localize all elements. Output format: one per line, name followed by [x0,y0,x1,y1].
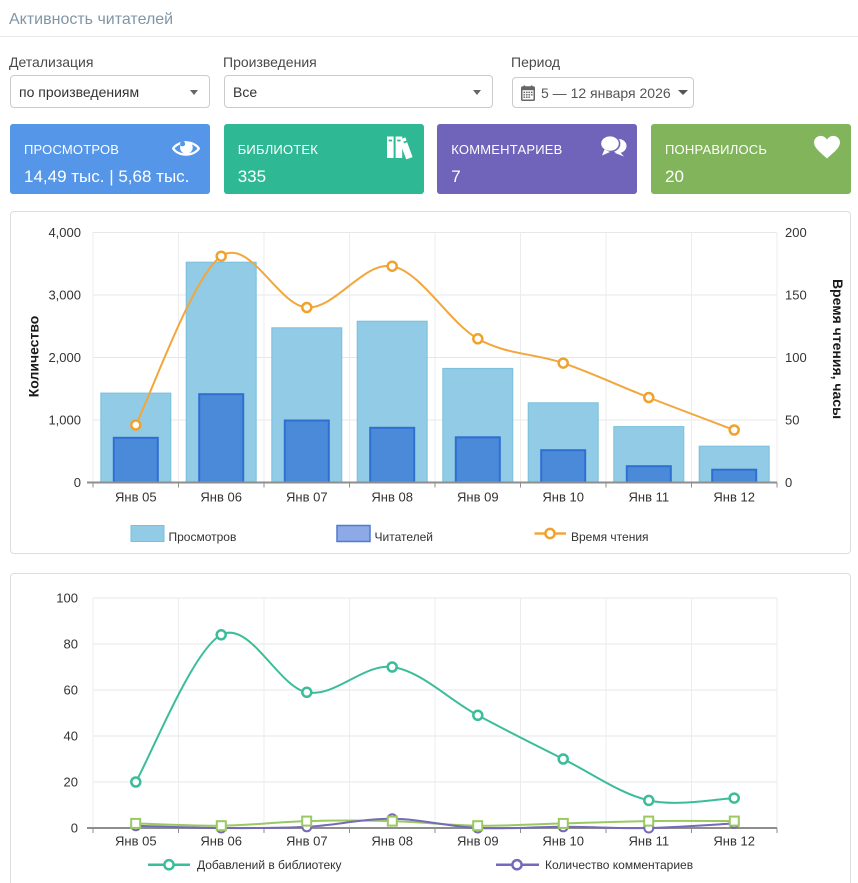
svg-text:Читателей: Читателей [375,530,434,544]
svg-text:Янв 12: Янв 12 [713,834,755,849]
svg-text:80: 80 [64,637,78,652]
svg-text:1,000: 1,000 [48,413,81,428]
svg-text:Янв 12: Янв 12 [713,490,755,505]
svg-text:Янв 09: Янв 09 [457,834,499,849]
svg-text:Время чтения, часы: Время чтения, часы [830,279,846,419]
svg-text:4,000: 4,000 [48,225,81,240]
svg-text:Время чтения: Время чтения [571,530,649,544]
svg-text:0: 0 [71,821,78,836]
svg-text:Количество: Количество [26,316,42,398]
svg-text:Янв 08: Янв 08 [371,834,413,849]
svg-text:60: 60 [64,683,78,698]
svg-text:Количество комментариев: Количество комментариев [545,858,693,872]
svg-text:Янв 06: Янв 06 [200,834,242,849]
svg-text:40: 40 [64,729,78,744]
svg-text:Янв 06: Янв 06 [200,490,242,505]
svg-text:Янв 09: Янв 09 [457,490,499,505]
svg-text:Янв 05: Янв 05 [115,490,157,505]
svg-text:3,000: 3,000 [48,288,81,303]
svg-text:100: 100 [785,350,807,365]
svg-text:Янв 10: Янв 10 [542,490,584,505]
svg-text:Янв 08: Янв 08 [371,490,413,505]
svg-text:Янв 10: Янв 10 [542,834,584,849]
svg-text:0: 0 [785,475,792,490]
svg-text:Просмотров: Просмотров [169,530,237,544]
svg-text:2,000: 2,000 [48,350,81,365]
svg-text:Янв 11: Янв 11 [629,834,670,849]
svg-text:Янв 11: Янв 11 [629,490,670,505]
svg-text:Добавлений в библиотеку: Добавлений в библиотеку [197,858,342,872]
svg-text:0: 0 [74,475,81,490]
svg-text:Янв 07: Янв 07 [286,490,328,505]
svg-text:200: 200 [785,225,807,240]
svg-text:Янв 05: Янв 05 [115,834,157,849]
svg-text:20: 20 [64,775,78,790]
svg-text:50: 50 [785,413,799,428]
svg-text:150: 150 [785,288,807,303]
svg-text:100: 100 [56,591,78,606]
svg-text:Янв 07: Янв 07 [286,834,328,849]
